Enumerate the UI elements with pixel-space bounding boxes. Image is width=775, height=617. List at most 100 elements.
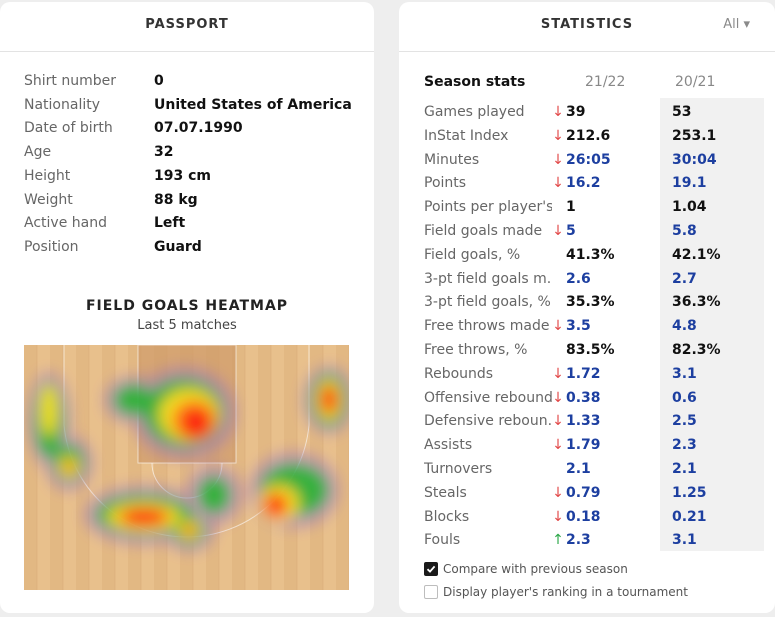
passport-title: PASSPORT	[145, 17, 229, 32]
stat-row: Rebounds ↓ 1.72 3.1	[399, 362, 775, 386]
filter-dropdown[interactable]: All ▾	[723, 17, 750, 32]
stat-current-value: 2.6	[566, 270, 591, 287]
passport-field-label: Active hand	[24, 215, 107, 232]
stat-label: Rebounds	[424, 365, 494, 382]
option-label: Compare with previous season	[443, 562, 628, 576]
stat-current-value: 1.33	[566, 413, 601, 430]
stat-label: Field goals, %	[424, 246, 521, 263]
stat-current-value: 2.3	[566, 532, 591, 549]
passport-field-value: Guard	[154, 238, 202, 255]
trend-down-icon: ↓	[552, 127, 564, 144]
stat-label: 3-pt field goals m...	[424, 270, 552, 287]
heatmap-title: FIELD GOALS HEATMAP	[85, 298, 289, 314]
stat-label: Free throws, %	[424, 342, 528, 358]
stat-label: Games played	[424, 104, 525, 120]
stat-row: 3-pt field goals, % 35.3% 36.3%	[399, 290, 775, 314]
previous-season-column: 20/21	[675, 74, 716, 90]
passport-field-value: 32	[154, 144, 174, 161]
passport-field-value: 193 cm	[154, 167, 211, 184]
stat-row: Points ↓ 16.2 19.1	[399, 171, 775, 195]
stat-previous-value: 3.1	[672, 532, 697, 549]
trend-down-icon: ↓	[552, 151, 564, 168]
statistics-header: STATISTICS All ▾	[399, 2, 775, 52]
stat-current-value: 1	[566, 199, 576, 216]
trend-down-icon: ↓	[552, 318, 564, 335]
passport-field-value: Left	[154, 215, 186, 232]
passport-field-value: 07.07.1990	[154, 120, 243, 137]
stat-current-value: 212.6	[566, 127, 611, 144]
trend-down-icon: ↓	[552, 223, 564, 239]
passport-field-label: Height	[24, 167, 71, 184]
stat-label: Steals	[424, 484, 467, 501]
stat-previous-value: 42.1%	[672, 246, 721, 263]
stat-label: Minutes	[424, 151, 480, 168]
passport-field-label: Nationality	[24, 96, 101, 113]
stat-row: Free throws, % 83.5% 82.3%	[399, 338, 775, 362]
stat-current-value: 35.3%	[566, 294, 615, 311]
passport-header: PASSPORT	[0, 2, 374, 52]
statistics-panel: STATISTICS All ▾ Season stats 21/22 20/2…	[399, 2, 775, 613]
stat-previous-value: 2.5	[672, 413, 697, 430]
stat-previous-value: 1.04	[672, 199, 707, 216]
trend-down-icon: ↓	[552, 413, 564, 430]
passport-field-value: 88 kg	[154, 191, 198, 208]
stat-label: Field goals made	[424, 223, 543, 239]
passport-panel: PASSPORT Shirt number 0 Nationality United …	[0, 2, 374, 613]
stat-previous-value: 4.8	[672, 318, 697, 335]
stat-row: Fouls ↑ 2.3 3.1	[399, 528, 775, 552]
trend-down-icon: ↓	[552, 389, 564, 406]
stat-current-value: 5	[566, 223, 576, 239]
passport-field-value: 0	[154, 73, 164, 89]
stat-previous-value: 36.3%	[672, 294, 721, 311]
stat-previous-value: 0.21	[672, 508, 707, 525]
stat-current-value: 83.5%	[566, 342, 615, 358]
trend-down-icon: ↓	[552, 175, 564, 192]
stat-label: Fouls	[424, 532, 461, 549]
stat-current-value: 0.38	[566, 389, 601, 406]
stat-label: Assists	[424, 437, 473, 454]
stat-label: Free throws made	[424, 318, 550, 335]
stat-previous-value: 3.1	[672, 365, 697, 382]
stat-current-value: 0.79	[566, 484, 601, 501]
stat-current-value: 1.72	[566, 365, 601, 382]
trend-down-icon: ↓	[552, 437, 564, 454]
stat-label: Turnovers	[424, 461, 493, 477]
stat-row: Assists ↓ 1.79 2.3	[399, 433, 775, 457]
stat-previous-value: 2.7	[672, 270, 697, 287]
trend-down-icon: ↓	[552, 104, 564, 120]
stat-label: Points per player's...	[424, 199, 552, 216]
passport-field-label: Shirt number	[24, 73, 116, 89]
trend-up-icon: ↑	[552, 532, 564, 549]
stat-row: Offensive rebounds ↓ 0.38 0.6	[399, 386, 775, 410]
stat-label: InStat Index	[424, 127, 509, 144]
stat-current-value: 39	[566, 104, 586, 120]
trend-down-icon: ↓	[552, 508, 564, 525]
stat-previous-value: 253.1	[672, 127, 717, 144]
stat-current-value: 16.2	[566, 175, 601, 192]
stat-label: Blocks	[424, 508, 470, 525]
field-goals-heatmap	[24, 345, 349, 590]
stat-previous-value: 2.1	[672, 461, 697, 477]
stat-label: Offensive rebounds	[424, 389, 552, 406]
stat-label: 3-pt field goals, %	[424, 294, 551, 311]
stat-previous-value: 0.6	[672, 389, 697, 406]
stat-current-value: 0.18	[566, 508, 601, 525]
passport-field-label: Position	[24, 238, 79, 255]
passport-field-label: Age	[24, 144, 52, 161]
stat-row: Turnovers 2.1 2.1	[399, 457, 775, 481]
stat-row: Field goals, % 41.3% 42.1%	[399, 243, 775, 267]
trend-down-icon: ↓	[552, 484, 564, 501]
checkbox-checked-icon[interactable]	[424, 562, 438, 576]
passport-field-label: Weight	[24, 191, 73, 208]
stat-previous-value: 5.8	[672, 223, 697, 239]
stat-current-value: 26:05	[566, 151, 611, 168]
current-season-column: 21/22	[585, 74, 626, 90]
stat-row: Field goals made ↓ 5 5.8	[399, 219, 775, 243]
stat-current-value: 3.5	[566, 318, 591, 335]
stat-previous-value: 19.1	[672, 175, 707, 192]
stat-label: Points	[424, 175, 467, 192]
stat-row: Minutes ↓ 26:05 30:04	[399, 148, 775, 172]
season-stats-label: Season stats	[424, 74, 526, 90]
checkbox-unchecked-icon[interactable]	[424, 585, 438, 599]
stat-row: 3-pt field goals m... 2.6 2.7	[399, 267, 775, 291]
